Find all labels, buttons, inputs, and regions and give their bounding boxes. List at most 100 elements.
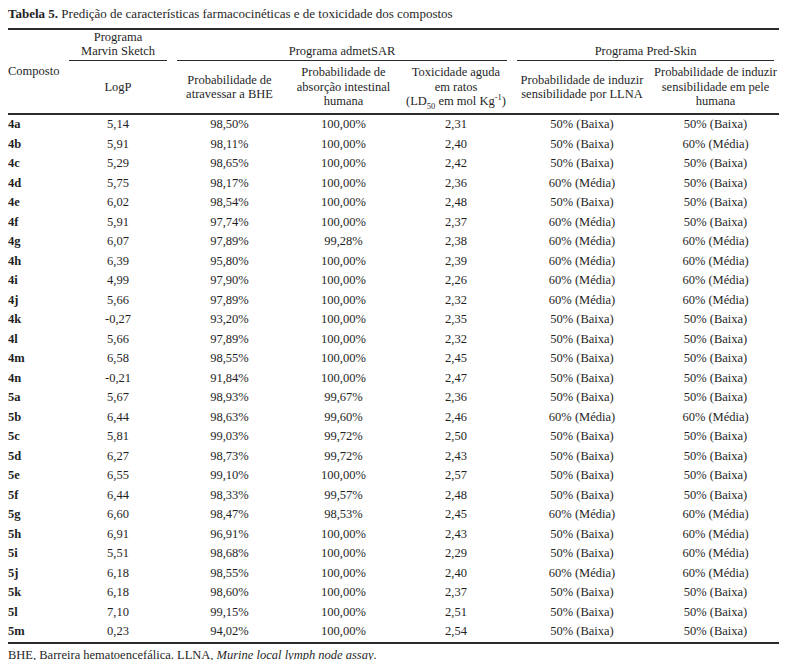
value-cell: 98,11% (172, 135, 287, 155)
value-cell: 2,47 (400, 369, 512, 389)
toxicity-header-line1: Toxicidade aguda (400, 65, 512, 80)
table-row: 4m6,5898,55%100,00%2,4550% (Baixa)50% (B… (8, 349, 779, 369)
value-cell: -0,27 (64, 310, 172, 330)
table-row: 5m0,2394,02%100,00%2,5450% (Baixa)50% (B… (8, 622, 779, 643)
value-cell: 50% (Baixa) (512, 388, 652, 408)
value-cell: 99,57% (287, 486, 400, 506)
table-row: 4g6,0797,89%99,28%2,3860% (Média)60% (Mé… (8, 232, 779, 252)
value-cell: 99,72% (287, 427, 400, 447)
value-cell: 60% (Média) (512, 232, 652, 252)
value-cell: 6,02 (64, 193, 172, 213)
table-caption-text: Predição de características farmacocinét… (58, 6, 453, 21)
value-cell: 50% (Baixa) (652, 486, 779, 506)
compound-cell: 4m (8, 349, 64, 369)
group-header-admetsar-text: Programa admetSAR (177, 44, 507, 61)
value-cell: 100,00% (287, 544, 400, 564)
compound-cell: 4j (8, 291, 64, 311)
value-cell: 50% (Baixa) (512, 135, 652, 155)
value-cell: 50% (Baixa) (512, 310, 652, 330)
value-cell: 99,60% (287, 408, 400, 428)
value-cell: 99,03% (172, 427, 287, 447)
compound-cell: 4h (8, 252, 64, 272)
ld-prefix: (LD (406, 94, 427, 108)
table-row: 5g6,6098,47%98,53%2,4560% (Média)60% (Mé… (8, 505, 779, 525)
table-row: 4h6,3995,80%100,00%2,3960% (Média)60% (M… (8, 252, 779, 272)
value-cell: 100,00% (287, 330, 400, 350)
table-row: 4l5,6697,89%100,00%2,3250% (Baixa)50% (B… (8, 330, 779, 350)
value-cell: 60% (Média) (652, 271, 779, 291)
table-row: 4n-0,2191,84%100,00%2,4750% (Baixa)50% (… (8, 369, 779, 389)
value-cell: 2,43 (400, 525, 512, 545)
value-cell: 50% (Baixa) (652, 330, 779, 350)
value-cell: 50% (Baixa) (512, 603, 652, 623)
value-cell: 50% (Baixa) (512, 525, 652, 545)
table-row: 4e6,0298,54%100,00%2,4850% (Baixa)50% (B… (8, 193, 779, 213)
value-cell: 50% (Baixa) (652, 427, 779, 447)
value-cell: 100,00% (287, 603, 400, 623)
value-cell: 60% (Média) (652, 525, 779, 545)
footnote-text-1: BHE, Barreira hematoencefálica. LLNA, (8, 648, 217, 660)
table-row: 5k6,1898,60%100,00%2,3750% (Baixa)50% (B… (8, 583, 779, 603)
value-cell: 60% (Média) (512, 252, 652, 272)
column-header-bhe: Probabilidade de atravessar a BHE (172, 61, 287, 114)
value-cell: 50% (Baixa) (652, 213, 779, 233)
value-cell: 6,60 (64, 505, 172, 525)
table-row: 4k-0,2793,20%100,00%2,3550% (Baixa)50% (… (8, 310, 779, 330)
value-cell: 98,55% (172, 564, 287, 584)
table-row: 5d6,2798,73%99,72%2,4350% (Baixa)50% (Ba… (8, 447, 779, 467)
value-cell: 5,66 (64, 291, 172, 311)
value-cell: 2,50 (400, 427, 512, 447)
value-cell: 50% (Baixa) (512, 583, 652, 603)
table-row: 4f5,9197,74%100,00%2,3760% (Média)50% (B… (8, 213, 779, 233)
compound-cell: 4n (8, 369, 64, 389)
table-row: 5j6,1898,55%100,00%2,4060% (Média)60% (M… (8, 564, 779, 584)
value-cell: 99,72% (287, 447, 400, 467)
value-cell: 2,32 (400, 291, 512, 311)
value-cell: 60% (Média) (652, 135, 779, 155)
value-cell: 2,38 (400, 232, 512, 252)
footnote-italic: Murine local lymph node assay (217, 648, 374, 660)
value-cell: 60% (Média) (652, 252, 779, 272)
table-row: 5f6,4498,33%99,57%2,4850% (Baixa)50% (Ba… (8, 486, 779, 506)
value-cell: 97,89% (172, 330, 287, 350)
compound-cell: 5l (8, 603, 64, 623)
value-cell: 100,00% (287, 135, 400, 155)
value-cell: 2,37 (400, 583, 512, 603)
value-cell: 6,55 (64, 466, 172, 486)
value-cell: 60% (Média) (512, 505, 652, 525)
value-cell: 50% (Baixa) (512, 154, 652, 174)
value-cell: 2,46 (400, 408, 512, 428)
value-cell: 100,00% (287, 193, 400, 213)
value-cell: 6,58 (64, 349, 172, 369)
value-cell: 98,53% (287, 505, 400, 525)
value-cell: 6,18 (64, 564, 172, 584)
table-row: 5c5,8199,03%99,72%2,5050% (Baixa)50% (Ba… (8, 427, 779, 447)
compound-cell: 5m (8, 622, 64, 643)
value-cell: 50% (Baixa) (512, 622, 652, 643)
value-cell: 6,39 (64, 252, 172, 272)
value-cell: 98,33% (172, 486, 287, 506)
value-cell: 100,00% (287, 252, 400, 272)
value-cell: 5,29 (64, 154, 172, 174)
value-cell: 5,91 (64, 135, 172, 155)
value-cell: 50% (Baixa) (652, 603, 779, 623)
value-cell: 50% (Baixa) (512, 427, 652, 447)
value-cell: -0,21 (64, 369, 172, 389)
compound-cell: 4a (8, 114, 64, 135)
group-header-marvin-sketch-text: Programa Marvin Sketch (69, 30, 167, 61)
value-cell: 100,00% (287, 174, 400, 194)
value-cell: 97,74% (172, 213, 287, 233)
value-cell: 50% (Baixa) (512, 486, 652, 506)
value-cell: 2,26 (400, 271, 512, 291)
value-cell: 2,42 (400, 154, 512, 174)
compound-cell: 5c (8, 427, 64, 447)
value-cell: 2,45 (400, 349, 512, 369)
value-cell: 60% (Média) (512, 213, 652, 233)
marvin-line2: Marvin Sketch (69, 44, 167, 58)
compound-cell: 4g (8, 232, 64, 252)
value-cell: 50% (Baixa) (652, 114, 779, 135)
table-row: 4c5,2998,65%100,00%2,4250% (Baixa)50% (B… (8, 154, 779, 174)
value-cell: 95,80% (172, 252, 287, 272)
value-cell: 2,39 (400, 252, 512, 272)
value-cell: 99,28% (287, 232, 400, 252)
